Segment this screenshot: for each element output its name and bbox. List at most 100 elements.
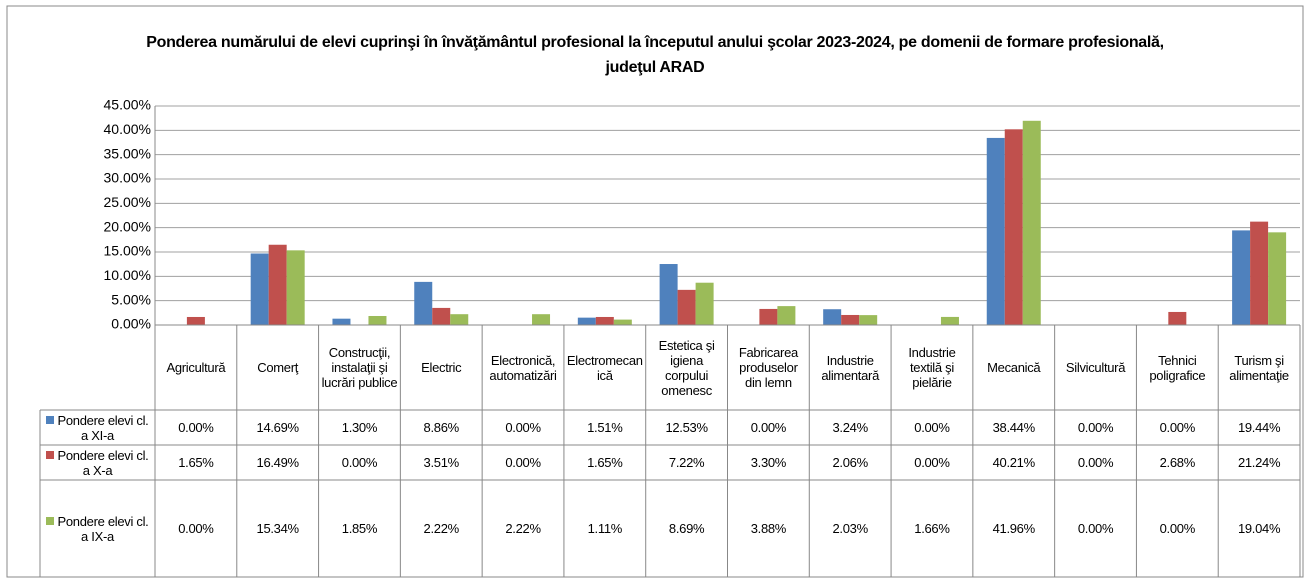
table-value: 12.53% [665, 420, 708, 435]
bar [859, 315, 878, 325]
legend-label: Pondere elevi cl. a XI-a [57, 412, 149, 443]
bar [613, 319, 632, 325]
table-value: 1.30% [341, 420, 378, 435]
bar [332, 318, 351, 325]
table-value: 1.65% [587, 455, 623, 470]
y-tick-label: 15.00% [104, 243, 151, 259]
y-tick-label: 20.00% [104, 218, 151, 234]
bar [532, 314, 551, 325]
bar [759, 308, 778, 325]
table-value: 15.34% [256, 521, 300, 536]
y-tick-label: 25.00% [104, 194, 151, 210]
legend-entry: Pondere elevi cl. a IX-a [42, 480, 153, 577]
legend-key [46, 450, 55, 459]
category-label: Agricultură [166, 360, 226, 375]
table-value: 41.96% [992, 521, 1036, 536]
table-value: 0.00% [914, 420, 950, 435]
category-label: Electronică, automatizări [489, 352, 557, 383]
bar [695, 282, 714, 325]
bar [659, 264, 678, 325]
table-value: 38.44% [992, 420, 1036, 435]
bar [186, 316, 205, 325]
category-label: Comerţ [257, 360, 299, 375]
table-value: 3.88% [750, 521, 787, 536]
bar [1232, 230, 1251, 325]
bar [432, 307, 451, 325]
table-value: 2.22% [423, 521, 460, 536]
table-value: 0.00% [505, 455, 541, 470]
table-value: 0.00% [178, 420, 214, 435]
table-value: 0.00% [1077, 521, 1114, 536]
legend-text: Pondere elevi cl. a XI-a [44, 413, 151, 443]
bar [1004, 129, 1023, 325]
table-value: 1.11% [587, 521, 623, 536]
bar [777, 306, 796, 325]
y-tick-label: 0.00% [111, 316, 151, 332]
table-value: 40.21% [992, 455, 1036, 470]
table-value: 0.00% [914, 455, 950, 470]
bar [841, 314, 860, 325]
bar [823, 309, 842, 325]
bar [286, 250, 305, 325]
y-tick-label: 5.00% [111, 291, 151, 307]
table-value: 8.86% [423, 420, 460, 435]
category-label: Tehnici poligrafice [1149, 352, 1206, 383]
table-value: 3.24% [832, 420, 868, 435]
table-value: 3.51% [423, 455, 460, 470]
table-value: 16.49% [256, 455, 300, 470]
bar [268, 244, 287, 325]
table-value: 2.68% [1159, 455, 1196, 470]
bar [1022, 120, 1041, 325]
table-value: 2.03% [832, 521, 868, 536]
table-value: 19.04% [1237, 521, 1281, 536]
y-tick-label: 45.00% [104, 97, 151, 113]
table-value: 3.30% [750, 455, 787, 470]
bar [414, 281, 433, 325]
bar [986, 137, 1005, 325]
legend-text: Pondere elevi cl. a X-a [44, 448, 151, 478]
category-label: Industrie alimentară [821, 352, 880, 383]
table-value: 0.00% [1077, 420, 1114, 435]
legend-label: Pondere elevi cl. a IX-a [57, 513, 149, 544]
table-value: 7.22% [668, 455, 705, 470]
bar [595, 316, 614, 325]
table-value: 0.00% [1159, 521, 1196, 536]
table-value: 0.00% [1077, 455, 1114, 470]
legend-text: Pondere elevi cl. a IX-a [44, 514, 151, 544]
table-value: 0.00% [178, 521, 214, 536]
category-label: Fabricarea produselor din lemn [738, 345, 798, 390]
table-value: 21.24% [1237, 455, 1281, 470]
table-value: 2.22% [505, 521, 541, 536]
category-label: Turism şi alimentaţie [1229, 352, 1289, 383]
table-value: 2.06% [832, 455, 868, 470]
table-value: 0.00% [750, 420, 787, 435]
bar [1250, 221, 1269, 325]
y-tick-label: 40.00% [104, 121, 151, 137]
bar [368, 315, 387, 325]
category-label: Silvicultură [1065, 360, 1126, 375]
y-tick-label: 10.00% [104, 267, 151, 283]
bar [1168, 311, 1187, 325]
bar [250, 253, 269, 325]
legend-label: Pondere elevi cl. a X-a [57, 447, 149, 478]
table-value: 8.69% [668, 521, 705, 536]
category-label: Electric [421, 360, 462, 375]
bar [577, 317, 596, 325]
bar [677, 289, 696, 325]
category-label: Industrie textilă şi pielărie [908, 345, 956, 390]
category-label: Mecanică [987, 360, 1041, 375]
table-value: 0.00% [341, 455, 378, 470]
category-label: Estetica şi igiena corpului omenesc [658, 337, 715, 398]
chart-title: Ponderea numărului de elevi cuprinşi în … [146, 34, 1164, 76]
category-label: Construcţii, instalaţii şi lucrări publi… [321, 345, 398, 390]
bar [450, 314, 469, 325]
table-value: 1.66% [914, 521, 950, 536]
legend-key [46, 415, 55, 424]
table-value: 1.51% [587, 420, 623, 435]
y-tick-label: 35.00% [104, 145, 151, 161]
y-tick-label: 30.00% [104, 170, 151, 186]
legend-entry: Pondere elevi cl. a XI-a [42, 410, 153, 445]
category-label: Electromecanică [566, 352, 643, 383]
